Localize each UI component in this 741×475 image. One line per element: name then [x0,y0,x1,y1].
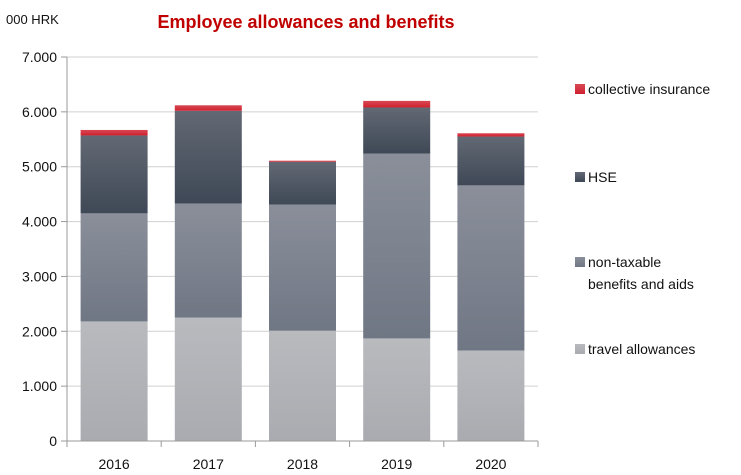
bar-segment-2016-3 [80,135,148,214]
y-tick-label: 4.000 [22,214,57,230]
bar-segment-2017-1 [174,317,242,441]
bar-segment-2017-4 [174,105,242,111]
bar-segment-2019-1 [363,338,431,441]
chart-title: Employee allowances and benefits [157,12,454,32]
bar-segment-2017-2 [174,203,242,318]
legend: collective insurance HSE non-taxable benefi… [575,81,710,357]
bar-segment-2018-2 [269,204,336,331]
legend-label: HSE [588,169,617,185]
legend-label: collective insurance [588,81,710,97]
axes [66,57,539,447]
x-tick-label: 2017 [193,456,224,472]
y-tick-label: 5.000 [22,159,57,175]
legend-swatch [575,84,585,94]
bars [80,100,525,441]
bar-segment-2020-4 [457,133,525,137]
bar-segment-2018-3 [269,161,336,205]
bar-segment-2020-1 [457,350,525,441]
legend-swatch [575,172,585,182]
bar-segment-2020-3 [457,136,525,186]
x-tick-label: 2019 [381,456,412,472]
bar-segment-2017-3 [174,110,242,204]
y-tick-label: 2.000 [22,323,57,339]
y-tick-label: 7.000 [22,49,57,65]
bar-segment-2016-1 [80,321,148,441]
x-tick-label: 2018 [287,456,318,472]
y-tick-label: 0 [49,433,57,449]
bar-segment-2016-4 [80,129,148,136]
x-tick-label: 2016 [99,456,130,472]
bar-segment-2018-1 [269,330,336,441]
unit-label: 000 HRK [6,12,59,27]
legend-swatch [575,344,585,354]
x-tick-labels: 2016 2017 2018 2019 2020 [99,456,507,472]
bar-segment-2016-2 [80,213,148,322]
bar-segment-2019-4 [363,100,431,108]
y-tick-label: 1.000 [22,378,57,394]
bar-segment-2019-3 [363,107,431,154]
y-tick-label: 3.000 [22,268,57,284]
y-tick-labels: 0 1.000 2.000 3.000 4.000 5.000 6.000 7.000 [22,49,57,449]
x-tick-label: 2020 [475,456,506,472]
y-tick-label: 6.000 [22,104,57,120]
legend-label: non-taxable [588,254,661,270]
legend-label: travel allowances [588,341,695,357]
bar-segment-2018-4 [269,160,336,162]
bar-segment-2020-2 [457,185,525,351]
legend-label: benefits and aids [588,276,694,292]
legend-swatch [575,257,585,267]
bar-segment-2019-2 [363,153,431,339]
